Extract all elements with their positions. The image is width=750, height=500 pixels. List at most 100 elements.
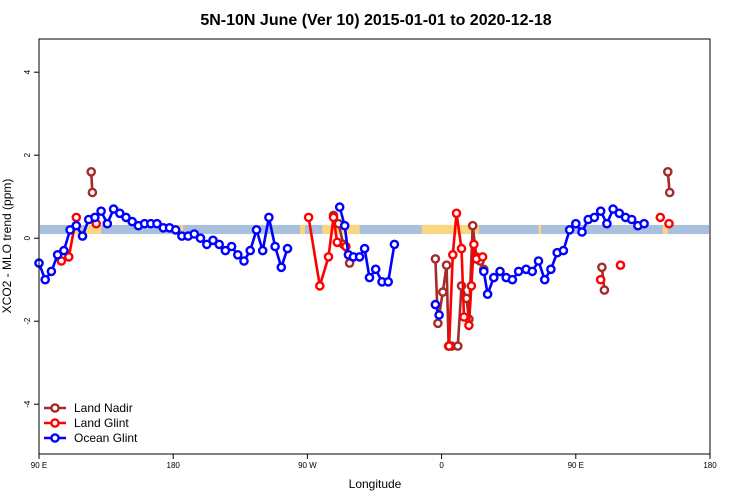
- data-point: [444, 341, 454, 351]
- data-point: [533, 256, 544, 266]
- data-point: [108, 204, 119, 214]
- data-point: [96, 206, 106, 216]
- data-point: [354, 252, 365, 262]
- data-point: [239, 256, 249, 266]
- x-axis: 90 E 180 90 W 0 90 E 180: [31, 454, 717, 470]
- data-point: [121, 212, 131, 223]
- data-point: [564, 225, 575, 235]
- data-point: [323, 252, 334, 262]
- data-point: [655, 212, 666, 223]
- series-line: [338, 206, 396, 284]
- data-point: [488, 272, 499, 283]
- x-tick-label: 90 W: [298, 461, 317, 470]
- data-point: [626, 214, 637, 225]
- x-tick-label: 90 E: [568, 461, 584, 470]
- data-point: [64, 252, 74, 262]
- data-point: [90, 212, 100, 223]
- data-point: [170, 225, 181, 235]
- data-point: [452, 341, 463, 351]
- data-point: [663, 166, 673, 177]
- data-point: [220, 245, 231, 256]
- data-point: [71, 212, 82, 223]
- y-tick-label: -4: [23, 400, 32, 408]
- series-land-nadir: [86, 166, 675, 351]
- band-highlight: [299, 224, 305, 235]
- data-point: [608, 204, 618, 214]
- band-highlight: [662, 224, 668, 235]
- legend-item: Land Nadir: [44, 401, 133, 415]
- data-point: [152, 218, 162, 229]
- band-highlight: [421, 224, 479, 235]
- data-point: [507, 274, 518, 285]
- x-tick-label: 90 E: [31, 461, 47, 470]
- data-point: [464, 320, 474, 331]
- data-point: [513, 266, 524, 277]
- x-tick-label: 180: [703, 461, 717, 470]
- data-point: [495, 266, 505, 277]
- data-point: [477, 252, 488, 262]
- data-point: [466, 281, 477, 291]
- data-point: [127, 216, 137, 227]
- data-point: [332, 237, 343, 248]
- data-point: [558, 245, 569, 256]
- legend-item: Ocean Glint: [44, 431, 138, 445]
- data-point: [314, 281, 325, 291]
- data-point: [451, 208, 462, 219]
- band-highlight: [86, 224, 102, 235]
- data-point: [46, 266, 57, 277]
- data-point: [389, 239, 400, 250]
- plot-frame: [38, 38, 711, 455]
- y-tick-label: 2: [23, 152, 32, 157]
- data-point: [276, 262, 287, 273]
- series-ocean-glint: [34, 202, 649, 320]
- data-point: [597, 262, 607, 273]
- series-layer: [34, 166, 675, 351]
- data-point: [251, 225, 262, 235]
- data-point: [456, 243, 467, 254]
- data-point: [539, 274, 550, 285]
- data-point: [71, 220, 82, 231]
- data-point: [595, 274, 606, 285]
- data-point: [52, 249, 63, 260]
- chart-title: 5N-10N June (Ver 10) 2015-01-01 to 2020-…: [200, 12, 551, 29]
- data-point: [40, 274, 51, 285]
- data-point: [364, 272, 375, 283]
- data-point: [282, 243, 293, 254]
- y-axis-label: XCO2 - MLO trend (ppm): [0, 179, 14, 314]
- data-point: [664, 187, 675, 198]
- data-point: [430, 299, 441, 310]
- x-axis-label: Longitude: [349, 477, 402, 491]
- data-point: [77, 231, 88, 241]
- x-tick-label: 180: [167, 461, 181, 470]
- data-point: [65, 225, 75, 235]
- data-point: [595, 206, 606, 216]
- series-line: [447, 212, 483, 347]
- legend-marker: [50, 418, 60, 428]
- data-point: [459, 312, 469, 322]
- data-point: [226, 241, 237, 252]
- data-point: [469, 239, 479, 250]
- data-point: [639, 218, 649, 229]
- legend-label: Land Nadir: [74, 401, 133, 415]
- legend-label: Land Glint: [74, 416, 129, 430]
- band-rect: [40, 224, 709, 235]
- data-point: [303, 212, 314, 223]
- data-point: [589, 212, 600, 223]
- band-highlight: [178, 224, 184, 235]
- data-point: [383, 276, 394, 287]
- data-point: [59, 245, 69, 256]
- data-point: [467, 220, 478, 231]
- band-highlight: [538, 224, 542, 235]
- data-point: [102, 218, 113, 229]
- data-point: [334, 202, 345, 212]
- data-point: [370, 264, 381, 275]
- data-point: [602, 218, 612, 229]
- data-point: [614, 208, 625, 219]
- y-axis: -4 -2 0 2 4: [23, 69, 39, 408]
- data-point: [245, 245, 255, 256]
- data-point: [441, 260, 452, 271]
- data-point: [577, 227, 587, 237]
- data-point: [615, 260, 626, 271]
- data-point: [339, 220, 350, 231]
